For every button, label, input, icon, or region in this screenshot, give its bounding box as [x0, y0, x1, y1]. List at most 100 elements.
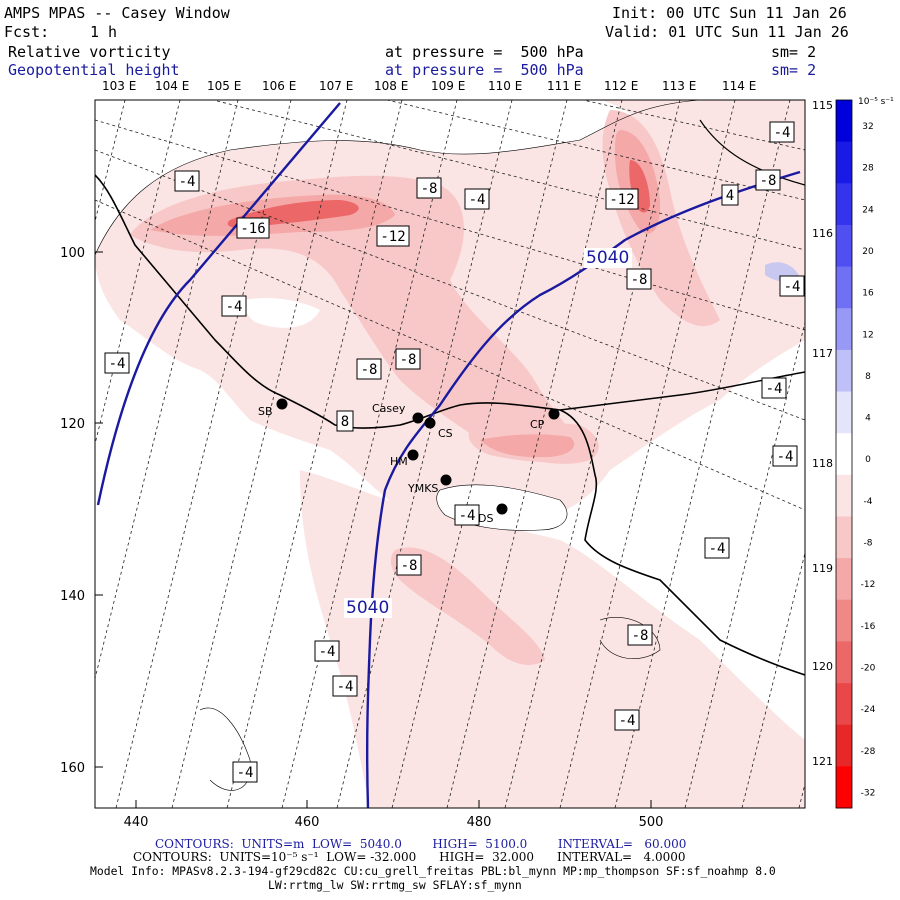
vorticity-label: -4 — [174, 170, 200, 192]
station-marker[interactable] — [412, 412, 424, 424]
colorbar-segment — [836, 474, 852, 517]
top-longitude-label: 114 E — [722, 79, 756, 93]
svg-text:-4: -4 — [619, 713, 636, 729]
top-longitude-label: 110 E — [488, 79, 522, 93]
vorticity-label: -16 — [236, 217, 270, 239]
station-marker[interactable] — [548, 408, 560, 420]
longitude-line — [559, 100, 736, 808]
y-tick-label: 100 — [60, 246, 85, 261]
station-marker[interactable] — [407, 449, 419, 461]
vorticity-label: -4 — [221, 295, 247, 317]
top-longitude-label: 106 E — [262, 79, 296, 93]
colorbar-segment — [836, 308, 852, 351]
station-label: DS — [478, 512, 493, 525]
longitude-line — [614, 100, 791, 808]
station-marker[interactable] — [276, 398, 288, 410]
model-info-physics: LW:rrtmg_lw SW:rrtmg_sw SFLAY:sf_mynn — [268, 878, 522, 892]
vorticity-contour-line — [199, 707, 251, 791]
model-info: Model Info: MPASv8.2.3-194-gf29cd82c CU:… — [90, 864, 776, 878]
x-tick-label: 440 — [124, 815, 149, 830]
latitude-line — [385, 100, 805, 201]
colorbar-unit: 10⁻⁵ s⁻¹ — [858, 97, 894, 107]
colorbar-segment — [836, 433, 852, 476]
station-label: CP — [530, 418, 545, 431]
y-tick-label: 140 — [60, 589, 85, 604]
colorbar-tick-label: 4 — [865, 414, 871, 424]
colorbar-tick-label: 8 — [865, 372, 871, 382]
colorbar-tick-label: 0 — [865, 455, 871, 465]
height-label-bg — [344, 598, 392, 618]
vorticity-label: -8 — [627, 624, 653, 646]
height-contour-info: CONTOURS: UNITS=m LOW= 5040.0 HIGH= 5100… — [155, 837, 687, 851]
longitude-line — [741, 551, 805, 808]
vorticity-shading-mid-band — [130, 175, 590, 464]
colorbar-segment — [836, 724, 852, 767]
y-tick-label: 120 — [60, 417, 85, 432]
longitude-line — [684, 320, 805, 808]
vorticity-label: -4 — [104, 352, 130, 374]
station-label: SB — [258, 405, 273, 418]
longitude-line — [391, 100, 568, 808]
colorbar-tick-label: 32 — [862, 122, 873, 132]
colorbar-tick-label: -32 — [861, 788, 876, 798]
colorbar-tick-label: -16 — [861, 622, 876, 632]
vorticity-label: -8 — [356, 358, 382, 380]
latitude-line — [581, 100, 805, 151]
colorbar-segment — [836, 349, 852, 393]
forecast-label: Fcst: — [4, 23, 50, 41]
longitude-line — [95, 100, 126, 224]
station-label: YMKS — [407, 482, 438, 495]
svg-text:-4: -4 — [226, 299, 243, 315]
station-marker[interactable] — [440, 474, 452, 486]
colorbar-segment — [836, 266, 852, 309]
colorbar-segment — [836, 641, 852, 684]
longitude-line — [226, 100, 403, 808]
colorbar-tick-label: -24 — [861, 705, 876, 715]
y-tick-label: 160 — [60, 761, 85, 776]
colorbar-tick-label: -4 — [864, 497, 873, 507]
station-marker[interactable] — [496, 503, 508, 515]
colorbar-tick-label: -28 — [861, 747, 876, 757]
colorbar-tick-label: 12 — [862, 330, 873, 340]
vorticity-label: -12 — [605, 188, 639, 210]
vorticity-shading-east — [600, 100, 805, 300]
top-longitude-label: 104 E — [155, 79, 189, 93]
coastline-north — [699, 119, 805, 186]
svg-text:-4: -4 — [709, 541, 726, 557]
vorticity-label: -4 — [314, 640, 340, 662]
x-tick-label: 460 — [295, 815, 320, 830]
colorbar-segment — [836, 516, 852, 559]
colorbar-tick-label: -12 — [861, 580, 876, 590]
latitude-gridlines — [95, 100, 805, 511]
height-label-bg — [584, 248, 632, 268]
colorbar-segment — [836, 141, 852, 184]
svg-text:-4: -4 — [237, 765, 254, 781]
field-name-vorticity: Relative vorticity — [8, 43, 171, 61]
colorbar-segment — [836, 599, 852, 642]
svg-text:-8: -8 — [361, 362, 378, 378]
colorbar-segment — [836, 683, 852, 726]
svg-text:-4: -4 — [784, 279, 801, 295]
vorticity-hole-west — [244, 298, 320, 328]
field-name-height: Geopotential height — [8, 61, 180, 79]
colorbar-frame — [835, 99, 853, 809]
vorticity-label: 4 — [721, 184, 739, 206]
svg-text:-8: -8 — [631, 272, 648, 288]
vorticity-label: -4 — [704, 537, 730, 559]
top-longitude-label: 113 E — [662, 79, 696, 93]
longitude-line — [95, 100, 181, 446]
longitude-line — [336, 100, 513, 808]
vorticity-label: -4 — [464, 188, 490, 210]
valid-time: Valid: 01 UTC Sun 11 Jan 26 — [605, 23, 849, 41]
top-longitude-label: 111 E — [547, 79, 581, 93]
station-marker[interactable] — [424, 417, 436, 429]
height-contour-central — [365, 170, 801, 808]
colorbar-tick-label: -8 — [864, 539, 873, 549]
x-tick-label: 500 — [639, 815, 664, 830]
svg-text:-4: -4 — [777, 449, 794, 465]
longitude-line — [446, 100, 623, 808]
colorbar-segment — [836, 391, 852, 434]
init-time: Init: 00 UTC Sun 11 Jan 26 — [612, 4, 847, 22]
svg-text:-4: -4 — [179, 174, 196, 190]
field-smoothing-vorticity: sm= 2 — [771, 43, 817, 61]
